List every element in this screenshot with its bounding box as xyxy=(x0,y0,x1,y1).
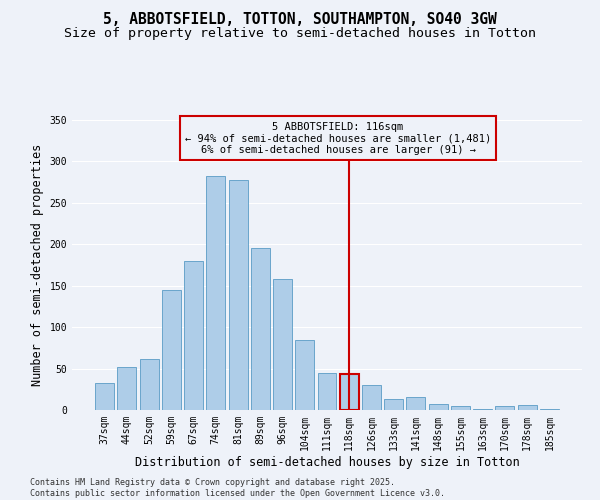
Bar xyxy=(162,290,181,410)
Bar xyxy=(118,367,136,410)
Bar xyxy=(384,399,403,410)
Bar xyxy=(340,374,359,410)
Text: 5, ABBOTSFIELD, TOTTON, SOUTHAMPTON, SO40 3GW: 5, ABBOTSFIELD, TOTTON, SOUTHAMPTON, SO4… xyxy=(103,12,497,28)
X-axis label: Distribution of semi-detached houses by size in Totton: Distribution of semi-detached houses by … xyxy=(134,456,520,468)
Bar xyxy=(229,180,248,410)
Bar xyxy=(251,248,270,410)
Bar xyxy=(406,396,425,410)
Bar xyxy=(451,406,470,410)
Text: Contains HM Land Registry data © Crown copyright and database right 2025.
Contai: Contains HM Land Registry data © Crown c… xyxy=(30,478,445,498)
Bar xyxy=(496,406,514,410)
Bar xyxy=(295,340,314,410)
Bar xyxy=(140,360,158,410)
Bar xyxy=(206,176,225,410)
Bar xyxy=(473,409,492,410)
Bar xyxy=(273,279,292,410)
Text: Size of property relative to semi-detached houses in Totton: Size of property relative to semi-detach… xyxy=(64,28,536,40)
Bar xyxy=(429,404,448,410)
Bar xyxy=(362,385,381,410)
Bar xyxy=(95,382,114,410)
Text: 5 ABBOTSFIELD: 116sqm
← 94% of semi-detached houses are smaller (1,481)
6% of se: 5 ABBOTSFIELD: 116sqm ← 94% of semi-deta… xyxy=(185,122,491,155)
Bar xyxy=(317,372,337,410)
Y-axis label: Number of semi-detached properties: Number of semi-detached properties xyxy=(31,144,44,386)
Bar xyxy=(518,405,536,410)
Bar xyxy=(540,409,559,410)
Bar xyxy=(184,261,203,410)
